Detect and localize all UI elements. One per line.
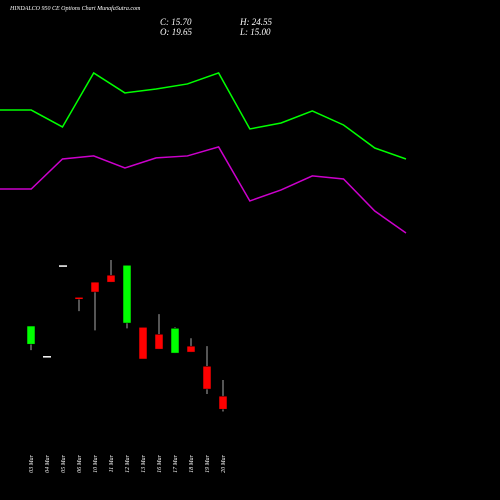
low-label: L: 15.00: [239, 27, 271, 37]
x-tick-label: 05 Mar: [61, 454, 67, 472]
candle-body: [138, 327, 148, 360]
x-tick-label: 18 Mar: [189, 454, 195, 472]
candle-body: [59, 265, 67, 267]
x-tick-label: 16 Mar: [157, 454, 163, 472]
x-tick-label: 06 Mar: [77, 454, 83, 472]
candle-body: [186, 345, 196, 353]
line-series: [0, 71, 407, 160]
candle-body: [154, 334, 164, 350]
candle-body: [218, 395, 228, 410]
x-tick-label: 17 Mar: [173, 454, 179, 472]
candle-body: [170, 328, 180, 354]
chart-title: HINDALCO 950 CE Options Chart MunafaSutr…: [9, 5, 141, 12]
x-tick-label: 10 Mar: [93, 454, 99, 472]
candle-body: [43, 356, 51, 358]
candle-body: [122, 265, 132, 324]
x-tick-label: 12 Mar: [125, 454, 131, 472]
candle-body: [90, 281, 100, 293]
x-tick-label: 20 Mar: [221, 454, 227, 472]
candle-body: [106, 274, 116, 283]
candle-body: [74, 297, 84, 300]
x-tick-label: 11 Mar: [109, 454, 115, 472]
x-tick-label: 04 Mar: [44, 454, 51, 472]
candle-body: [26, 325, 36, 345]
x-tick-label: 03 Mar: [29, 454, 35, 472]
close-label: C: 15.70: [160, 17, 192, 27]
open-label: O: 19.65: [160, 27, 192, 37]
x-tick-label: 19 Mar: [205, 454, 211, 472]
line-series: [0, 146, 407, 234]
candle-body: [202, 366, 212, 390]
high-label: H: 24.55: [239, 17, 272, 27]
x-tick-label: 13 Mar: [141, 454, 147, 472]
